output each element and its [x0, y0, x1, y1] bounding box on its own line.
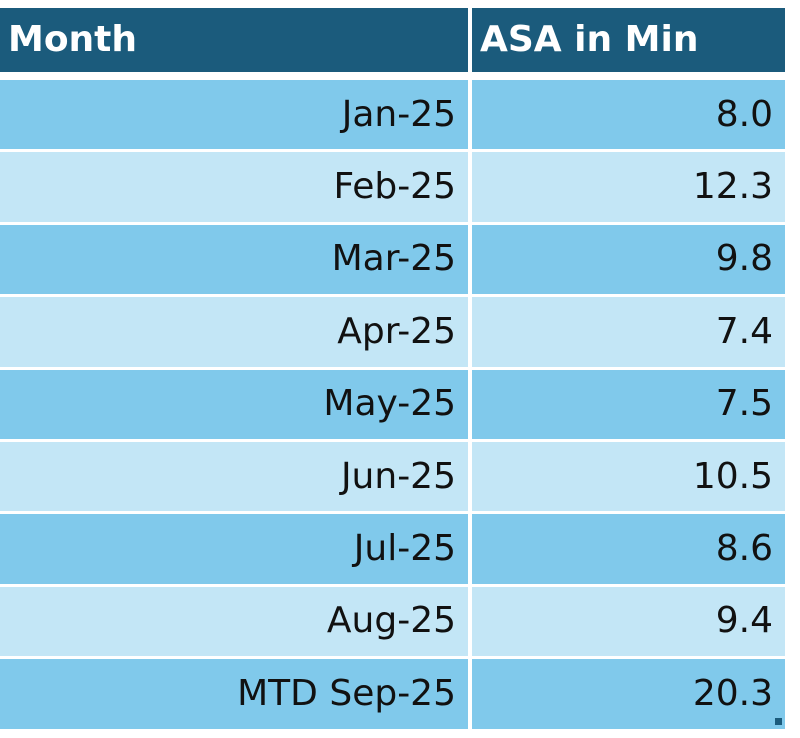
value-cell: 12.3 [472, 152, 785, 222]
header-cell: Month [0, 8, 468, 72]
value-cell: 8.6 [472, 514, 785, 584]
month-cell: Aug-25 [0, 586, 468, 657]
month-cell: Jun-25 [0, 442, 468, 512]
month-cell: Mar-25 [0, 224, 468, 295]
value-cell: 9.8 [472, 224, 785, 295]
value-cell: 7.4 [472, 297, 785, 367]
month-cell: May-25 [0, 369, 468, 439]
value-cell: 8.0 [472, 80, 785, 150]
fill-handle [775, 718, 782, 725]
header-cell: ASA in Min [472, 8, 785, 72]
value-cell: 10.5 [472, 442, 785, 512]
month-cell: Feb-25 [0, 152, 468, 222]
value-cell: 7.5 [472, 369, 785, 439]
value-cell: 9.4 [472, 586, 785, 657]
month-cell: MTD Sep-25 [0, 659, 468, 729]
month-cell: Apr-25 [0, 297, 468, 367]
month-cell: Jan-25 [0, 80, 468, 150]
value-cell: 20.3 [472, 659, 785, 729]
month-cell: Jul-25 [0, 514, 468, 584]
